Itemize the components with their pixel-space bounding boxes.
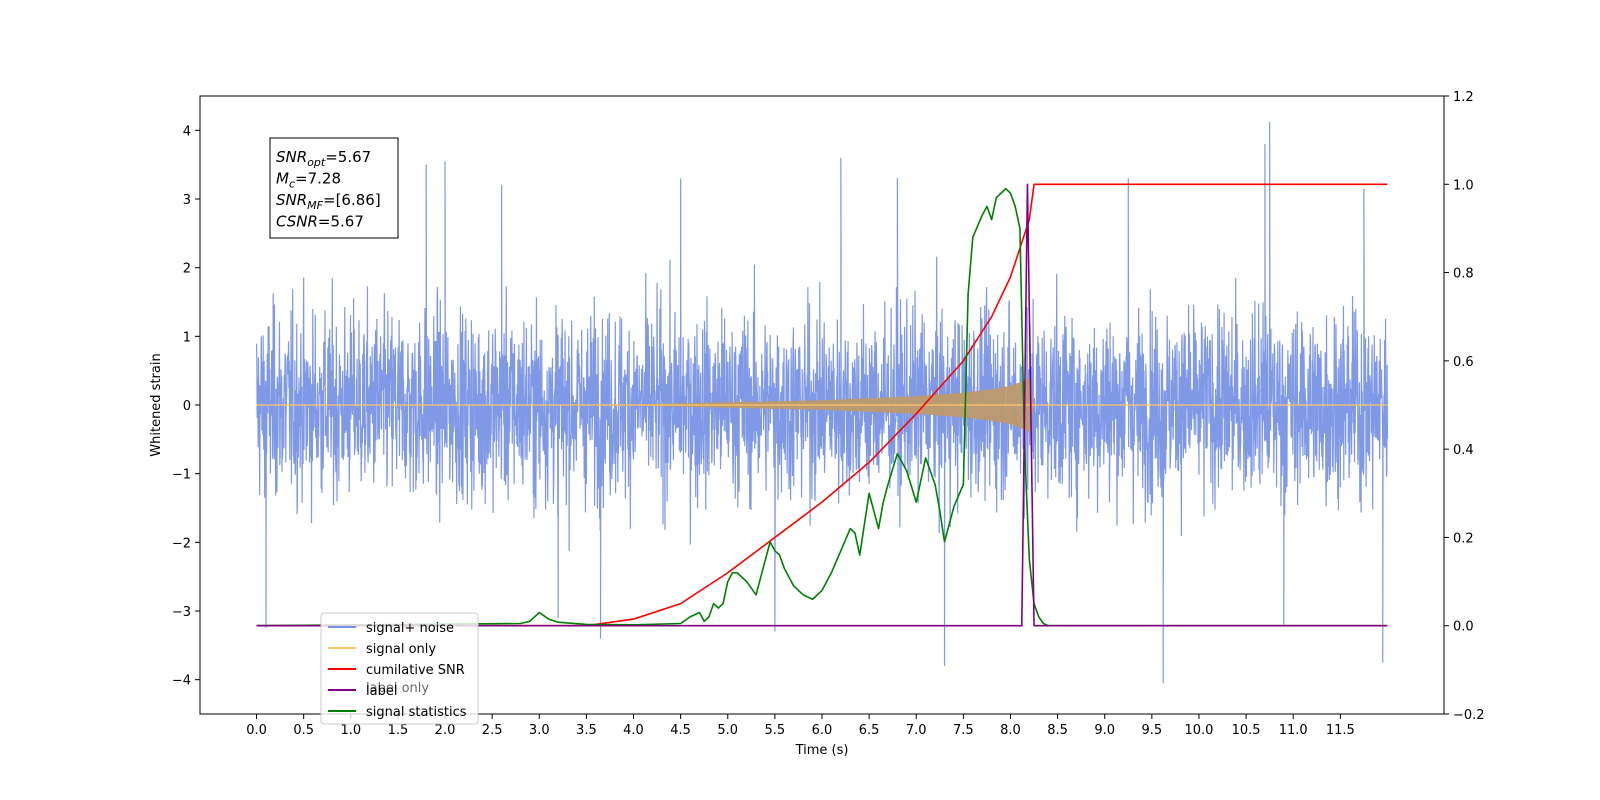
x-tick-label: 9.0: [1094, 723, 1115, 738]
x-tick-label: 4.0: [623, 723, 644, 738]
x-tick-label: 10.0: [1184, 723, 1213, 738]
x-tick-label: 11.5: [1326, 723, 1355, 738]
y-tick-label: −1: [172, 468, 191, 483]
y2-tick-label: 0.8: [1453, 267, 1474, 282]
y2-tick-label: 0.2: [1453, 531, 1474, 546]
y2-tick-label: 0.6: [1453, 355, 1474, 370]
y-tick-label: 0: [183, 399, 191, 414]
y2-tick-label: 0.0: [1453, 620, 1474, 635]
cumulative-snr-line: [256, 183, 1388, 627]
x-tick-label: 6.0: [812, 723, 833, 738]
x-tick-label: 9.5: [1142, 723, 1163, 738]
info-line: Mc=7.28: [276, 170, 341, 191]
y-tick-label: −3: [172, 605, 191, 620]
x-tick-label: 7.5: [953, 723, 974, 738]
x-tick-label: 2.0: [435, 723, 456, 738]
x-tick-label: 7.0: [906, 723, 927, 738]
legend: label only signal+ noise signal only cumila…: [320, 612, 479, 725]
legend-ghost-text: label only: [366, 681, 429, 696]
x-tick-label: 5.0: [717, 723, 738, 738]
label-line: [256, 183, 1388, 627]
y-tick-label: −2: [172, 536, 191, 551]
x-tick-label: 5.5: [765, 723, 786, 738]
info-line: SNRopt=5.67: [276, 148, 371, 169]
x-tick-label: 6.5: [859, 723, 880, 738]
legend-label: signal+ noise: [366, 621, 454, 636]
x-tick-label: 4.5: [670, 723, 691, 738]
signal-statistics-line: [256, 187, 1388, 627]
x-tick-label: 1.0: [340, 723, 361, 738]
legend-label: signal statistics: [366, 705, 467, 720]
x-tick-label: 11.0: [1279, 723, 1308, 738]
y-tick-label: 1: [183, 330, 191, 345]
info-line: CSNR=5.67: [276, 213, 364, 231]
legend-label: cumilative SNR: [366, 663, 465, 678]
legend-label: signal only: [366, 642, 436, 657]
x-tick-label: 2.5: [482, 723, 503, 738]
y-tick-label: 2: [183, 262, 191, 277]
y-tick-label: 4: [183, 124, 191, 139]
y2-tick-label: 1.0: [1453, 178, 1474, 193]
info-line: SNRMF=[6.86]: [276, 191, 381, 212]
y-tick-label: 3: [183, 193, 191, 208]
y2-tick-label: 0.4: [1453, 443, 1474, 458]
x-tick-label: 3.0: [529, 723, 550, 738]
y-axis-label: Whitened strain: [149, 353, 164, 456]
y-tick-label: −4: [172, 674, 191, 689]
x-tick-label: 8.0: [1000, 723, 1021, 738]
legend-label: label: [366, 684, 397, 699]
x-tick-label: 3.5: [576, 723, 597, 738]
x-tick-label: 0.5: [293, 723, 314, 738]
signal-noise-line: [255, 122, 1389, 684]
x-tick-label: 10.5: [1232, 723, 1261, 738]
y2-tick-label: −0.2: [1453, 708, 1485, 723]
x-tick-label: 1.5: [388, 723, 409, 738]
y2-tick-label: 1.2: [1453, 90, 1474, 105]
x-tick-label: 0.0: [246, 723, 267, 738]
x-axis-label: Time (s): [795, 743, 849, 758]
x-tick-label: 8.5: [1047, 723, 1068, 738]
